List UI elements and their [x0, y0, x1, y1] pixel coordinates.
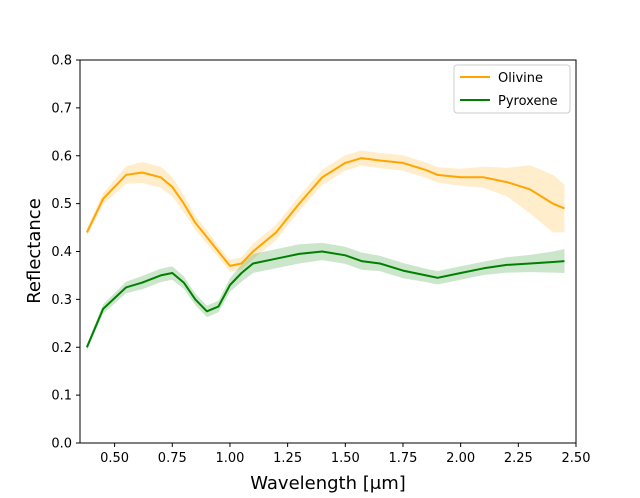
y-tick-label: 0.5 — [51, 197, 72, 212]
x-tick-label: 2.00 — [446, 451, 475, 466]
x-tick-label: 2.50 — [562, 451, 591, 466]
x-tick-label: 1.50 — [331, 451, 360, 466]
y-tick-label: 0.2 — [51, 341, 72, 356]
band-olivine — [86, 150, 565, 272]
legend: Olivine Pyroxene — [453, 64, 571, 114]
band-pyroxene — [86, 242, 565, 351]
x-tick-label: 0.75 — [158, 451, 187, 466]
series-line-olivine — [85, 157, 565, 267]
x-tick-label: 2.25 — [504, 451, 533, 466]
y-tick-label: 0.6 — [51, 149, 72, 164]
x-tick-label: 1.00 — [215, 451, 244, 466]
x-tick-label: 1.25 — [273, 451, 302, 466]
y-tick-label: 0.1 — [51, 389, 72, 404]
x-tick-label: 1.75 — [389, 451, 418, 466]
y-tick-label: 0.8 — [51, 54, 72, 69]
legend-label-olivine: Olivine — [498, 71, 543, 86]
y-tick-label: 0.7 — [51, 101, 72, 116]
y-axis-title: Reflectance — [24, 198, 45, 304]
y-tick-label: 0.3 — [51, 293, 72, 308]
x-axis-title: Wavelength [μm] — [250, 473, 406, 494]
legend-label-pyroxene: Pyroxene — [498, 94, 558, 109]
y-tick-label: 0.4 — [51, 245, 72, 260]
x-tick-label: 0.50 — [100, 451, 129, 466]
series-line-pyroxene — [85, 250, 565, 348]
y-tick-label: 0.0 — [51, 437, 72, 452]
